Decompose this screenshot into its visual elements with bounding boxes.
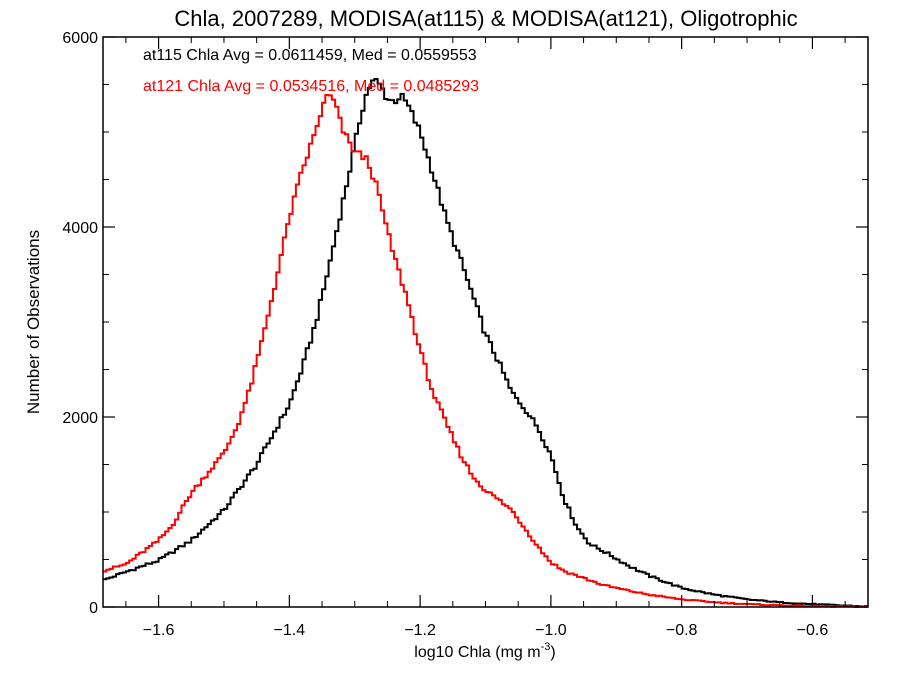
x-tick-label: −0.6 [797, 622, 829, 639]
x-tick-label: −1.2 [404, 622, 436, 639]
x-tick-label: −1.4 [274, 622, 306, 639]
series-layer [103, 77, 868, 608]
y-tick-label: 0 [89, 600, 98, 617]
x-axis-label: log10 Chla (mg m-3) [414, 641, 555, 661]
y-axis: 0 2000 4000 6000 [62, 30, 868, 617]
y-axis-label: Number of Observations [24, 230, 43, 414]
x-tick-label: −1.6 [143, 622, 175, 639]
y-tick-label: 6000 [62, 30, 98, 47]
y-tick-label: 4000 [62, 220, 98, 237]
x-axis-label-main: log10 Chla (mg m [414, 644, 540, 661]
y-tick-label: 2000 [62, 410, 98, 427]
series-at121-line [103, 93, 868, 608]
x-tick-label: −0.8 [666, 622, 698, 639]
x-axis-label-suffix: ) [550, 644, 555, 661]
stats-annotation-at121: at121 Chla Avg = 0.0534516, Med = 0.0485… [143, 78, 479, 95]
x-tick-label: −1.0 [535, 622, 567, 639]
plot-frame [102, 36, 869, 608]
x-axis: −1.6 −1.4 −1.2 −1.0 −0.8 −0.6 [125, 37, 846, 639]
series-at115-line [103, 77, 868, 608]
stats-annotation-at115: at115 Chla Avg = 0.0611459, Med = 0.0559… [143, 47, 477, 64]
chart-title: Chla, 2007289, MODISA(at115) & MODISA(at… [174, 6, 797, 31]
x-axis-label-superscript: -3 [541, 641, 551, 653]
